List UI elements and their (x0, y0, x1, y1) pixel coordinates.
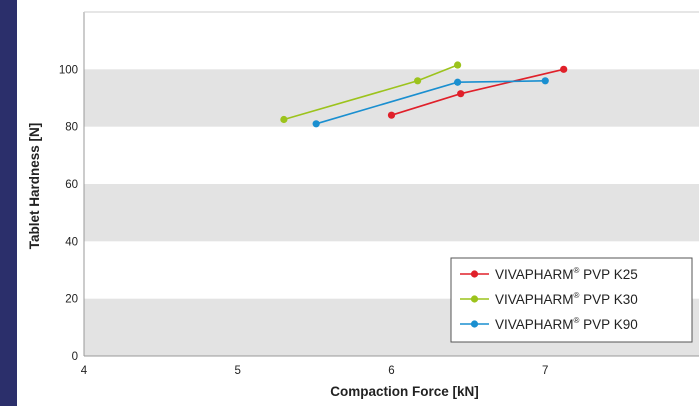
y-tick-labels: 0 20 40 60 80 100 (59, 64, 78, 363)
data-point (454, 78, 462, 86)
legend-item: VIVAPHARM® PVP K25 (460, 266, 638, 282)
legend-label-suffix: PVP K30 (579, 292, 637, 307)
x-tick-label: 6 (388, 365, 394, 377)
y-tick-label: 60 (65, 179, 78, 191)
x-tick-labels: 4 5 6 7 (81, 365, 549, 377)
legend-swatch-marker (470, 270, 479, 278)
y-tick-label: 0 (72, 351, 78, 363)
x-tick-label: 7 (542, 365, 548, 377)
y-tick-label: 40 (65, 236, 78, 248)
legend-label-sup: ® (574, 316, 580, 325)
data-point (541, 77, 549, 85)
legend-swatch-marker (470, 320, 479, 328)
series-1 (280, 61, 462, 124)
y-tick-label: 20 (65, 294, 78, 306)
y-axis-title: Tablet Hardness [N] (27, 123, 42, 250)
legend-label-name: VIVAPHARM (495, 317, 574, 332)
y-tick-label: 100 (59, 64, 78, 76)
band-1 (84, 184, 699, 242)
legend-label: VIVAPHARM® PVP K90 (495, 316, 638, 332)
data-point (414, 77, 422, 85)
legend-label-name: VIVAPHARM (495, 292, 574, 307)
data-point (312, 120, 320, 128)
data-point (280, 115, 288, 124)
data-point (387, 111, 396, 119)
legend-swatch-marker (470, 295, 479, 303)
legend-label-suffix: PVP K25 (579, 267, 637, 282)
legend-label: VIVAPHARM® PVP K25 (495, 266, 638, 282)
x-axis-title: Compaction Force [kN] (330, 384, 479, 399)
x-tick-label: 5 (235, 365, 241, 377)
shaded-bands (84, 69, 699, 356)
legend-label-sup: ® (574, 266, 580, 275)
legend-label-suffix: PVP K90 (579, 317, 637, 332)
axes (83, 11, 699, 357)
series-2 (312, 77, 549, 128)
data-point (560, 65, 568, 73)
series-group (280, 61, 568, 128)
legend-label-sup: ® (574, 291, 580, 300)
legend-item: VIVAPHARM® PVP K30 (460, 291, 638, 307)
x-tick-label: 4 (81, 365, 88, 377)
legend-item: VIVAPHARM® PVP K90 (460, 316, 638, 332)
data-point (457, 90, 465, 98)
data-point (454, 61, 462, 69)
y-tick-label: 80 (65, 122, 78, 134)
legend-label-name: VIVAPHARM (495, 267, 574, 282)
accent-bar (0, 0, 17, 406)
legend-label: VIVAPHARM® PVP K30 (495, 291, 638, 307)
series-0 (387, 65, 568, 119)
legend-box (450, 257, 693, 343)
